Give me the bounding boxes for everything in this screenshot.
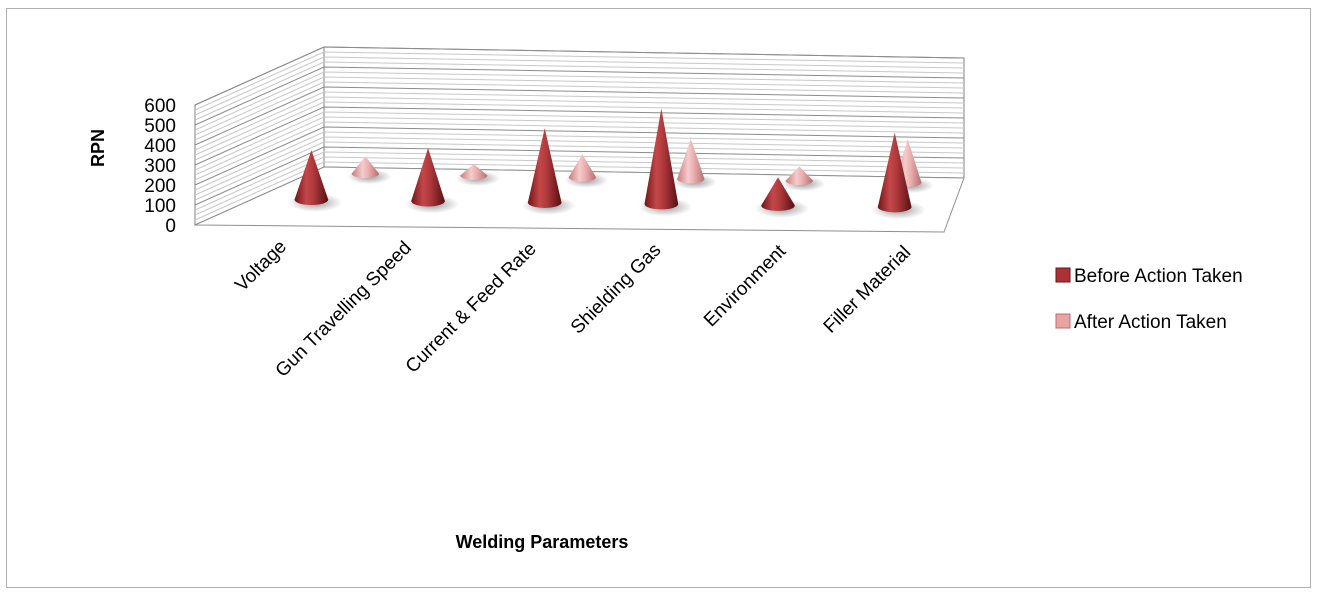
y-tick-label: 0 <box>165 216 176 237</box>
gridline <box>194 56 965 116</box>
y-axis-title: RPN <box>88 129 108 167</box>
after-cone-1 <box>351 156 380 179</box>
x-category-label: Current & Feed Rate <box>402 239 541 378</box>
gridline <box>194 91 965 151</box>
before-cone-6 <box>877 132 912 213</box>
gridline <box>194 101 965 161</box>
gridline <box>194 86 965 146</box>
after-cone-2 <box>460 163 488 180</box>
gridline <box>194 151 965 211</box>
gridline <box>194 106 965 166</box>
y-tick-label: 100 <box>144 196 176 217</box>
before-cone-5 <box>761 177 795 211</box>
after-cone-3 <box>568 154 597 182</box>
gridline <box>194 161 965 221</box>
before-cone-1 <box>294 150 329 206</box>
legend: Before Action Taken After Action Taken <box>1055 266 1243 333</box>
gridline <box>194 126 965 186</box>
y-tick-label: 300 <box>144 156 176 177</box>
legend-swatch-before <box>1055 267 1071 283</box>
gridline <box>194 131 965 191</box>
gridline <box>194 71 965 131</box>
y-tick-label: 500 <box>144 116 176 137</box>
gridline <box>194 136 965 196</box>
x-axis-title: Welding Parameters <box>456 532 629 552</box>
y-tick-label: 200 <box>144 176 176 197</box>
gridline <box>194 156 965 216</box>
before-cone-4 <box>644 108 679 210</box>
gridline <box>194 146 965 206</box>
after-cone-5 <box>785 166 813 186</box>
chart-marks <box>288 108 934 220</box>
legend-label-after: After Action Taken <box>1074 312 1227 333</box>
gridline <box>194 96 965 156</box>
y-tick-label: 600 <box>144 96 176 117</box>
before-cone-2 <box>411 148 445 207</box>
gridline <box>194 51 965 111</box>
legend-swatch-after <box>1055 313 1071 329</box>
after-cone-4 <box>677 138 705 184</box>
x-category-label: Filler Material <box>820 242 915 337</box>
gridline <box>194 111 965 171</box>
gridline <box>194 121 965 181</box>
x-category-label: Shielding Gas <box>567 240 665 338</box>
legend-label-before: Before Action Taken <box>1074 266 1243 287</box>
gridline <box>194 61 965 121</box>
gridline <box>194 66 965 126</box>
x-category-label: Gun Travelling Speed <box>272 237 416 381</box>
y-tick-label: 400 <box>144 136 176 157</box>
gridline <box>194 81 965 141</box>
gridline <box>194 76 965 136</box>
gridline <box>194 116 965 176</box>
x-category-label: Environment <box>700 240 791 331</box>
x-category-label: Voltage <box>231 236 291 296</box>
gridline <box>194 46 965 106</box>
before-cone-3 <box>527 128 562 208</box>
gridline <box>194 141 965 201</box>
